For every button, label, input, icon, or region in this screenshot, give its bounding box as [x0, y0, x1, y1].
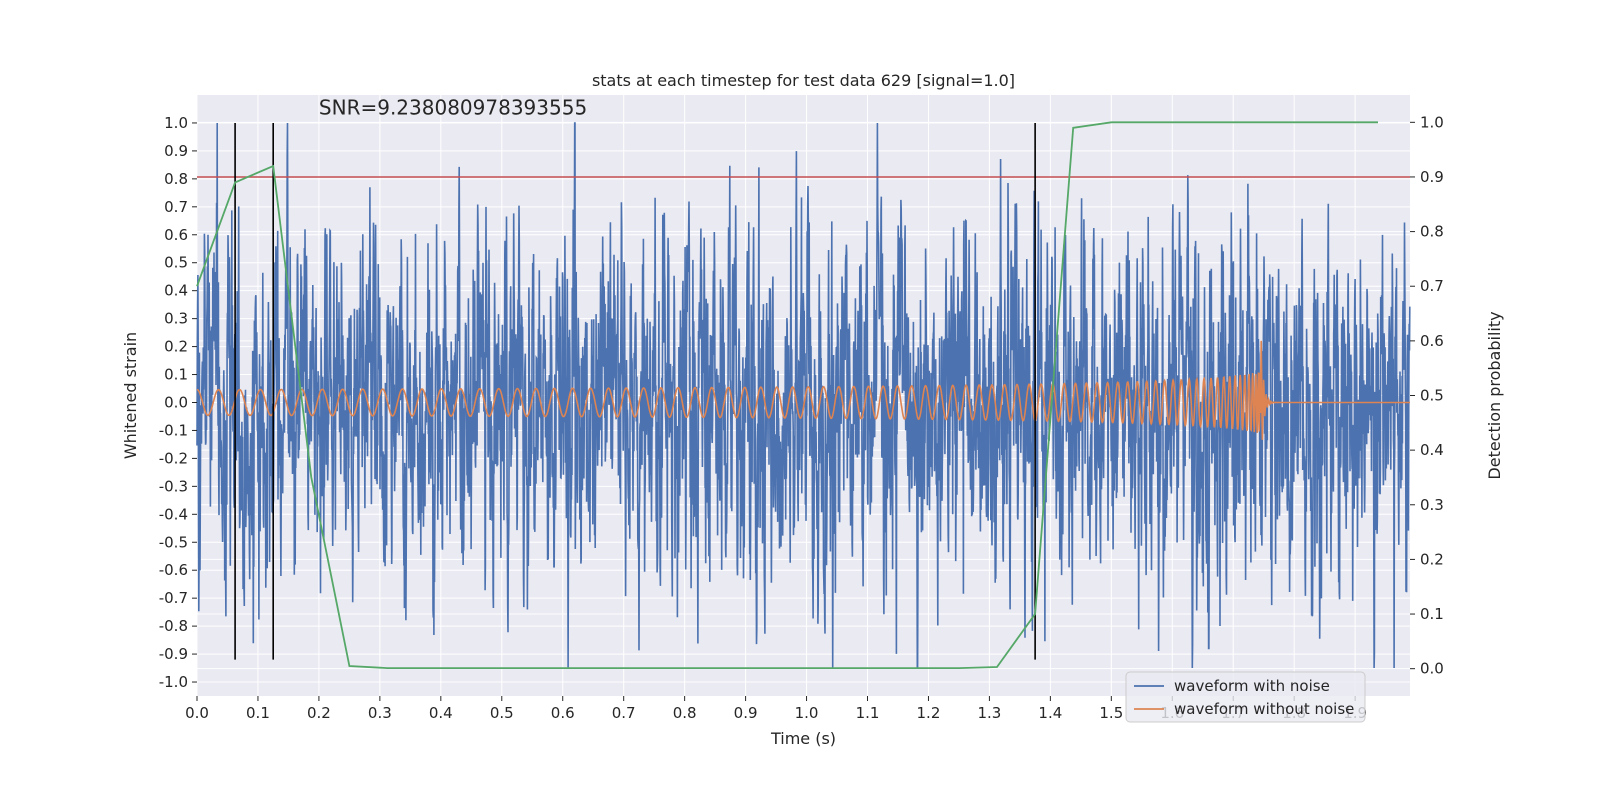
- y-left-tick-label: -0.6: [159, 561, 188, 579]
- y-left-tick-label: -0.8: [159, 617, 188, 635]
- noisy-waveform-path: [196, 122, 1411, 669]
- y-left-tick-label: 0.3: [164, 310, 188, 328]
- y-left-tick-label: -0.5: [159, 533, 188, 551]
- y-left-tick-label: 0.9: [164, 142, 188, 160]
- x-axis-label: Time (s): [770, 729, 836, 748]
- y-left-tick-label: 0.2: [164, 338, 188, 356]
- y-axis-label-right: Detection probability: [1485, 311, 1504, 479]
- y-left-tick-label: -1.0: [159, 673, 188, 691]
- legend-label-noisy: waveform with noise: [1174, 677, 1330, 695]
- x-tick-label: 1.3: [977, 704, 1001, 722]
- y-right-tick-label: 0.6: [1420, 332, 1444, 350]
- y-left-tick-label: 0.4: [164, 282, 188, 300]
- y-left-tick-label: 1.0: [164, 114, 188, 132]
- x-tick-label: 0.6: [551, 704, 575, 722]
- y-right-tick-label: 0.8: [1420, 223, 1444, 241]
- x-tick-label: 1.1: [856, 704, 880, 722]
- x-tick-label: 1.2: [917, 704, 941, 722]
- y-right-tick-label: 0.9: [1420, 168, 1444, 186]
- y-axis-label-left: Whitened strain: [121, 332, 140, 459]
- x-tick-label: 0.9: [734, 704, 758, 722]
- y-left-tick-label: -0.4: [159, 505, 188, 523]
- axes: 0.0 0.1 0.2 0.3 0.4 0.5 0.6 0.7 0.8 0.9 1.0 1.1 1.2 1…: [159, 113, 1444, 722]
- y-left-tick-label: 0.6: [164, 226, 188, 244]
- y-left-tick-label: -0.7: [159, 589, 188, 607]
- series-detection-probability: [196, 121, 1379, 669]
- series-waveform-with-noise: [196, 122, 1411, 669]
- y-left-tick-label: 0.1: [164, 366, 188, 384]
- y-left-tick-label: 0.7: [164, 198, 188, 216]
- x-tick-label: 0.3: [368, 704, 392, 722]
- x-tick-label: 0.5: [490, 704, 514, 722]
- y-right-tick-label: 0.1: [1420, 605, 1444, 623]
- vertical-markers: [234, 122, 1036, 660]
- x-tick-label: 1.4: [1038, 704, 1062, 722]
- snr-annotation: SNR=9.238080978393555: [319, 96, 587, 120]
- y-right-tick-label: 0.2: [1420, 550, 1444, 568]
- probability-line-path: [196, 121, 1378, 669]
- x-tick-label: 0.7: [612, 704, 636, 722]
- y-left-tick-label: 0.5: [164, 254, 188, 272]
- y-left-tick-label: -0.3: [159, 477, 188, 495]
- y-right-tick-label: 0.7: [1420, 277, 1444, 295]
- clean-waveform-path: [196, 340, 1410, 440]
- y-right-tick-label: 0.3: [1420, 496, 1444, 514]
- series-waveform-without-noise: [196, 340, 1410, 440]
- y-left-tick-label: 0.8: [164, 170, 188, 188]
- x-tick-label: 0.8: [673, 704, 697, 722]
- y-right-tick-label: 0.0: [1420, 660, 1444, 678]
- x-tick-label: 1.0: [795, 704, 819, 722]
- y-left-tick-label: -0.9: [159, 645, 188, 663]
- y-right-tick-label: 1.0: [1420, 113, 1444, 131]
- x-tick-label: 0.2: [307, 704, 331, 722]
- y-left-tick-label: -0.2: [159, 449, 188, 467]
- y-right-tick-label: 0.5: [1420, 387, 1444, 405]
- legend-label-clean: waveform without noise: [1174, 700, 1354, 718]
- y-left-tick-label: 0.0: [164, 393, 188, 411]
- legend-box: [1125, 671, 1366, 723]
- chart-title: stats at each timestep for test data 629…: [592, 71, 1015, 90]
- y-right-tick-label: 0.4: [1420, 441, 1444, 459]
- x-tick-label: 0.4: [429, 704, 453, 722]
- x-tick-label: 0.1: [246, 704, 270, 722]
- y-left-tick-label: -0.1: [159, 421, 188, 439]
- x-tick-label: 1.5: [1099, 704, 1123, 722]
- x-tick-label: 0.0: [185, 704, 209, 722]
- legend: waveform with noise waveform without noi…: [1125, 671, 1366, 723]
